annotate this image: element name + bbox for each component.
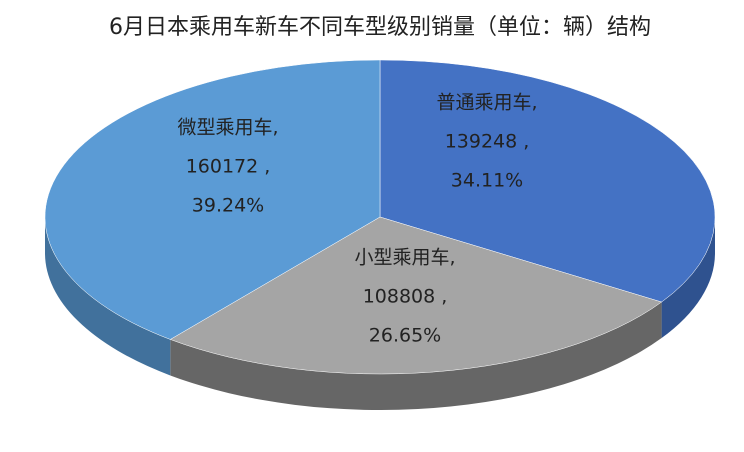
chart-title: 6月日本乘用车新车不同车型级别销量（单位：辆）结构 bbox=[109, 15, 651, 40]
percentage-label: 26.65% bbox=[369, 325, 441, 347]
slice-label: 微型乘用车, bbox=[177, 117, 278, 139]
value-label: 108808 , bbox=[363, 286, 448, 308]
value-label: 160172 , bbox=[186, 156, 271, 178]
slice-side bbox=[170, 302, 662, 410]
value-label: 139248 , bbox=[445, 131, 530, 153]
slice bbox=[169, 216, 663, 375]
percentage-label: 39.24% bbox=[192, 195, 264, 217]
slice-side bbox=[661, 217, 715, 339]
percentage-label: 34.11% bbox=[451, 170, 523, 192]
slice-label: 普通乘用车, bbox=[436, 92, 537, 114]
slice bbox=[44, 59, 381, 340]
slice-label: 小型乘用车, bbox=[354, 247, 455, 269]
slice-side bbox=[45, 217, 171, 376]
slice bbox=[379, 59, 716, 303]
